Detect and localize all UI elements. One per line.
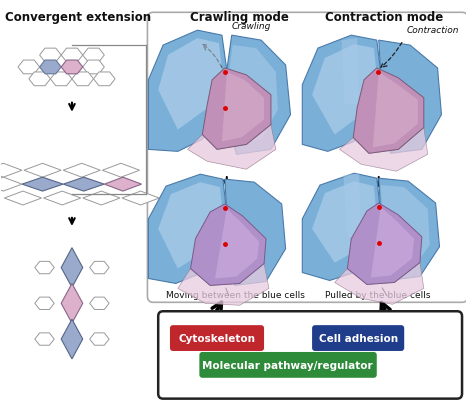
Polygon shape: [302, 36, 381, 152]
Polygon shape: [35, 297, 54, 310]
Text: Contraction mode: Contraction mode: [325, 11, 443, 24]
Polygon shape: [29, 73, 50, 87]
Polygon shape: [93, 73, 115, 87]
Polygon shape: [24, 164, 61, 178]
Text: Crawling mode: Crawling mode: [190, 11, 289, 24]
Polygon shape: [83, 61, 104, 75]
Polygon shape: [341, 39, 359, 105]
Polygon shape: [0, 164, 22, 178]
Polygon shape: [102, 164, 139, 178]
Text: Moving between the blue cells: Moving between the blue cells: [166, 291, 305, 300]
Polygon shape: [83, 192, 120, 205]
Polygon shape: [158, 39, 222, 130]
Polygon shape: [312, 45, 377, 135]
FancyBboxPatch shape: [147, 13, 468, 303]
Text: Pulled by the blue cells: Pulled by the blue cells: [325, 291, 430, 300]
Polygon shape: [148, 31, 227, 152]
Polygon shape: [72, 73, 93, 87]
Polygon shape: [61, 61, 83, 75]
Polygon shape: [63, 164, 100, 178]
Polygon shape: [61, 49, 83, 63]
Polygon shape: [344, 174, 361, 237]
Polygon shape: [381, 185, 430, 271]
Polygon shape: [335, 263, 424, 305]
Polygon shape: [377, 179, 439, 281]
Text: Cell adhesion: Cell adhesion: [319, 333, 398, 343]
Polygon shape: [0, 178, 22, 192]
Polygon shape: [90, 297, 109, 310]
Text: Crawling: Crawling: [232, 22, 271, 31]
Polygon shape: [312, 182, 377, 263]
FancyBboxPatch shape: [312, 325, 404, 351]
Polygon shape: [347, 203, 422, 285]
Polygon shape: [83, 49, 104, 63]
Polygon shape: [63, 178, 104, 192]
Polygon shape: [22, 178, 63, 192]
Polygon shape: [353, 69, 424, 154]
Polygon shape: [90, 262, 109, 274]
Polygon shape: [61, 248, 83, 288]
Polygon shape: [222, 73, 264, 142]
Polygon shape: [4, 192, 42, 205]
Polygon shape: [191, 205, 266, 286]
Text: Convergent extension: Convergent extension: [5, 11, 151, 24]
Polygon shape: [35, 333, 54, 345]
Polygon shape: [158, 183, 223, 269]
Polygon shape: [18, 61, 40, 75]
Polygon shape: [229, 46, 278, 145]
Polygon shape: [375, 41, 441, 154]
Polygon shape: [44, 192, 81, 205]
Polygon shape: [373, 73, 418, 148]
Polygon shape: [223, 180, 286, 286]
Polygon shape: [188, 125, 276, 170]
Polygon shape: [35, 262, 54, 274]
Text: Contraction: Contraction: [406, 26, 459, 35]
Polygon shape: [215, 209, 259, 279]
Text: Molecular pathway/regulator: Molecular pathway/regulator: [202, 360, 373, 370]
Text: Cytoskeleton: Cytoskeleton: [179, 333, 255, 343]
Polygon shape: [222, 36, 291, 155]
Polygon shape: [61, 284, 83, 323]
Polygon shape: [148, 175, 227, 284]
Polygon shape: [61, 320, 83, 359]
Polygon shape: [202, 69, 271, 150]
Polygon shape: [104, 178, 142, 192]
FancyBboxPatch shape: [200, 352, 377, 378]
Polygon shape: [371, 207, 414, 278]
Polygon shape: [178, 264, 269, 305]
FancyBboxPatch shape: [170, 325, 264, 351]
Polygon shape: [122, 192, 159, 205]
Polygon shape: [90, 333, 109, 345]
Polygon shape: [40, 49, 61, 63]
Polygon shape: [302, 174, 381, 281]
Polygon shape: [50, 73, 72, 87]
Polygon shape: [40, 61, 61, 75]
Polygon shape: [339, 128, 428, 172]
FancyBboxPatch shape: [158, 311, 462, 399]
